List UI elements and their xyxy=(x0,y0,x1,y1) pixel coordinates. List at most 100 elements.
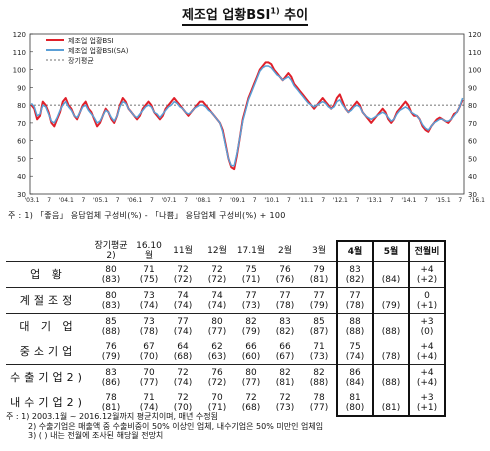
bsi-table: 장기평균2) 16.10월 11월 12월 17.1월 2월 3월 4월 5월 전월비 업 황 80… xyxy=(6,240,446,417)
table-cell: 83 (82) xyxy=(336,261,374,288)
bsi-line-chart: 30 30 40 40 50 50 60 60 70 70 80 80 90 90 100 100 110 110… xyxy=(13,31,485,204)
cell-forecast: (60) xyxy=(241,351,261,362)
table-cell: (88) xyxy=(372,313,410,339)
y-tick-label-left: 120 xyxy=(13,31,26,39)
x-tick-label: '14.1 xyxy=(401,197,416,204)
table-cell: 80 (83) xyxy=(90,262,132,288)
y-tick-label-left: 80 xyxy=(17,102,26,110)
cell-value: 72 xyxy=(211,264,223,275)
cell-forecast: (83) xyxy=(101,300,121,311)
cell-forecast: (77) xyxy=(241,377,261,388)
cell-forecast: (+1) xyxy=(416,402,438,413)
x-tick-label: '10.1 xyxy=(264,197,279,204)
x-tick-label: '06.1 xyxy=(127,197,142,204)
table-cell: 83 (82) xyxy=(268,313,302,339)
cell-forecast: (87) xyxy=(309,326,329,337)
cell-value: 86 xyxy=(349,367,361,378)
cell-value: +3 xyxy=(420,392,434,403)
table-cell: 85 (88) xyxy=(90,313,132,339)
table-cell: 76 (76) xyxy=(268,262,302,288)
table-row: 대 기 업 85 (88) 73 (78) 77 (74) 80 (77) 82 (79) 83 (82… xyxy=(6,313,446,339)
table-cell: 62 (63) xyxy=(200,339,234,365)
table-cell: 85 (87) xyxy=(302,313,337,339)
table-cell: 77 (78) xyxy=(336,287,374,314)
cell-forecast: (77) xyxy=(309,403,329,413)
table-cell: 64 (68) xyxy=(166,339,200,365)
cell-forecast: (76) xyxy=(275,274,295,285)
column-header: 3월 xyxy=(302,241,337,262)
cell-forecast: (78) xyxy=(275,300,295,311)
cell-value: 80 xyxy=(105,264,117,275)
footnotes: 주 : 1) 2003.1월 ~ 2016.12월까지 평균치이며, 매년 수정… xyxy=(6,412,323,441)
cell-forecast: (+1) xyxy=(416,300,438,311)
table-cell: 0 (+1) xyxy=(408,287,446,314)
cell-value: 71 xyxy=(143,393,155,403)
y-tick-label-left: 100 xyxy=(13,67,26,75)
y-tick-label-right: 50 xyxy=(468,155,477,163)
cell-value: 66 xyxy=(279,341,291,352)
y-tick-label-right: 40 xyxy=(468,173,477,181)
cell-value: 75 xyxy=(245,264,257,275)
cell-value: 75 xyxy=(349,341,361,352)
cell-forecast: (75) xyxy=(139,274,159,285)
cell-forecast: (88) xyxy=(345,326,365,337)
table-cell: 70 (77) xyxy=(132,364,166,390)
cell-value: +4 xyxy=(420,367,434,378)
cell-forecast: (79) xyxy=(381,300,401,311)
cell-forecast: (70) xyxy=(173,403,193,413)
table-cell: 76 (79) xyxy=(90,339,132,365)
x-tick-label: '05.1 xyxy=(93,197,108,204)
cell-forecast: (72) xyxy=(173,274,193,285)
cell-forecast: (68) xyxy=(173,351,193,362)
x-tick-label: 7 xyxy=(356,197,360,204)
y-tick-label-left: 70 xyxy=(17,120,26,128)
table-row: 수출기업2) 83 (86) 70 (77) 72 (74) 76 (72) 80 (77) 82 (8… xyxy=(6,364,446,390)
cell-forecast: (+4) xyxy=(416,351,438,362)
table-cell: 76 (72) xyxy=(200,364,234,390)
table-cell: 79 (81) xyxy=(302,262,337,288)
cell-forecast: (88) xyxy=(381,326,401,337)
cell-value xyxy=(374,265,408,275)
cell-value: +3 xyxy=(420,316,434,327)
cell-forecast: (71) xyxy=(207,403,227,413)
y-tick-label-left: 60 xyxy=(17,138,26,146)
cell-forecast: (72) xyxy=(207,274,227,285)
table-cell: 82 (81) xyxy=(268,364,302,390)
cell-forecast: (84) xyxy=(381,274,401,285)
cell-forecast: (+4) xyxy=(416,377,438,388)
cell-value: 83 xyxy=(349,264,361,275)
x-tick-label: '11.1 xyxy=(299,197,314,204)
x-tick-label: '15.1 xyxy=(436,197,451,204)
cell-value: 80 xyxy=(105,290,117,301)
row-label: 업 황 xyxy=(30,267,66,281)
table-cell: +4 (+4) xyxy=(408,339,446,365)
cell-value: 82 xyxy=(279,367,291,378)
cell-value: 70 xyxy=(143,367,155,378)
table-header-row: 장기평균2) 16.10월 11월 12월 17.1월 2월 3월 4월 5월 전월비 xyxy=(6,240,446,262)
cell-forecast: (81) xyxy=(381,402,401,413)
cell-forecast: (88) xyxy=(101,326,121,337)
x-tick-label: '12.1 xyxy=(333,197,348,204)
table-cell: 74 (74) xyxy=(166,287,200,314)
cell-forecast: (79) xyxy=(101,351,121,362)
cell-forecast: (84) xyxy=(345,377,365,388)
x-tick-label: '09.1 xyxy=(230,197,245,204)
cell-forecast: (79) xyxy=(241,326,261,337)
table-cell: 72 (72) xyxy=(200,262,234,288)
cell-forecast: (81) xyxy=(309,274,329,285)
table-cell: 86 (84) xyxy=(336,364,374,390)
x-tick-label: 7 xyxy=(81,197,85,204)
cell-forecast: (73) xyxy=(275,403,295,413)
table-cell: 66 (67) xyxy=(268,339,302,365)
x-tick-label: '13.1 xyxy=(367,197,382,204)
y-tick-label-right: 30 xyxy=(468,191,477,199)
x-tick-label: 7 xyxy=(253,197,257,204)
table-cell: 72 (74) xyxy=(166,364,200,390)
x-tick-label: '03.1 xyxy=(24,197,39,204)
cell-value: 67 xyxy=(143,341,155,352)
cell-value: 77 xyxy=(245,290,257,301)
cell-value: 72 xyxy=(177,367,189,378)
table-cell: +3 (0) xyxy=(408,313,446,339)
column-header: 5월 xyxy=(372,240,410,262)
table-cell: 77 (74) xyxy=(166,313,200,339)
